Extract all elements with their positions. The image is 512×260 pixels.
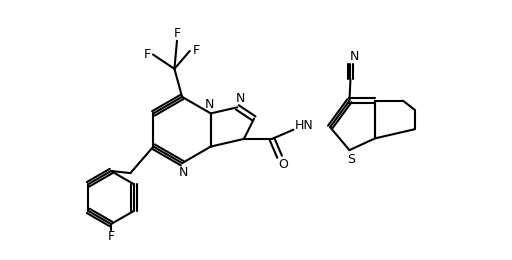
Text: F: F: [108, 230, 115, 243]
Text: N: N: [205, 98, 214, 111]
Text: S: S: [347, 153, 355, 166]
Text: F: F: [174, 27, 181, 40]
Text: N: N: [350, 50, 359, 63]
Text: F: F: [193, 44, 199, 57]
Text: F: F: [143, 48, 151, 61]
Text: N: N: [236, 92, 246, 105]
Text: HN: HN: [295, 119, 314, 132]
Text: O: O: [278, 158, 288, 171]
Text: N: N: [178, 166, 188, 179]
